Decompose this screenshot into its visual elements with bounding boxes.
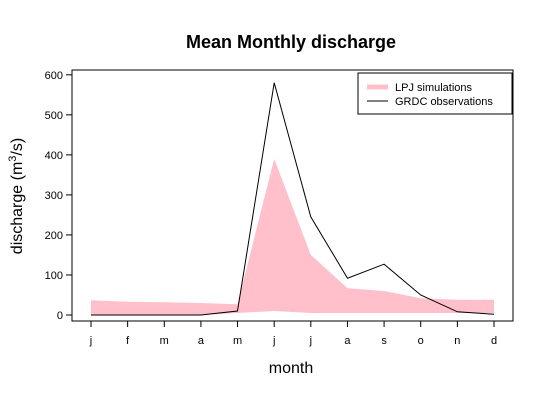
series-layer bbox=[91, 82, 495, 316]
x-tick-label: m bbox=[160, 335, 169, 347]
y-tick-label: 600 bbox=[45, 70, 63, 82]
y-axis: 0 100 200 300 400 500 600 bbox=[45, 70, 73, 322]
x-tick-label: m bbox=[233, 335, 242, 347]
y-tick-label: 300 bbox=[45, 190, 63, 202]
x-tick-label: a bbox=[344, 335, 351, 347]
legend-label-lpj: LPJ simulations bbox=[395, 82, 473, 94]
y-axis-label-superscript: 3 bbox=[7, 156, 19, 162]
x-axis-label: month bbox=[269, 360, 313, 377]
series-line-grdc bbox=[91, 82, 495, 316]
x-tick-label: o bbox=[418, 335, 424, 347]
y-tick-label: 200 bbox=[45, 230, 63, 242]
series-band-lpj bbox=[91, 158, 494, 315]
legend-label-grdc: GRDC observations bbox=[395, 96, 493, 108]
x-tick-label: f bbox=[126, 335, 130, 347]
y-tick-label: 0 bbox=[57, 310, 63, 322]
x-tick-label: j bbox=[89, 335, 92, 347]
x-tick-label: n bbox=[454, 335, 460, 347]
y-axis-label-suffix: /s) bbox=[9, 138, 26, 156]
y-tick-label: 500 bbox=[45, 110, 63, 122]
legend-box bbox=[357, 72, 513, 115]
x-tick-label: a bbox=[198, 335, 205, 347]
x-tick-label: s bbox=[381, 335, 387, 347]
x-tick-label: j bbox=[309, 335, 312, 347]
y-tick-label: 400 bbox=[45, 150, 63, 162]
legend: LPJ simulations GRDC observations bbox=[357, 72, 513, 115]
x-tick-label: j bbox=[272, 335, 275, 347]
y-axis-label-text: discharge (m bbox=[9, 162, 26, 254]
y-axis-label: discharge (m3/s) bbox=[7, 138, 26, 254]
chart-title: Mean Monthly discharge bbox=[186, 32, 396, 52]
y-tick-label: 100 bbox=[45, 270, 63, 282]
x-tick-label: d bbox=[491, 335, 497, 347]
